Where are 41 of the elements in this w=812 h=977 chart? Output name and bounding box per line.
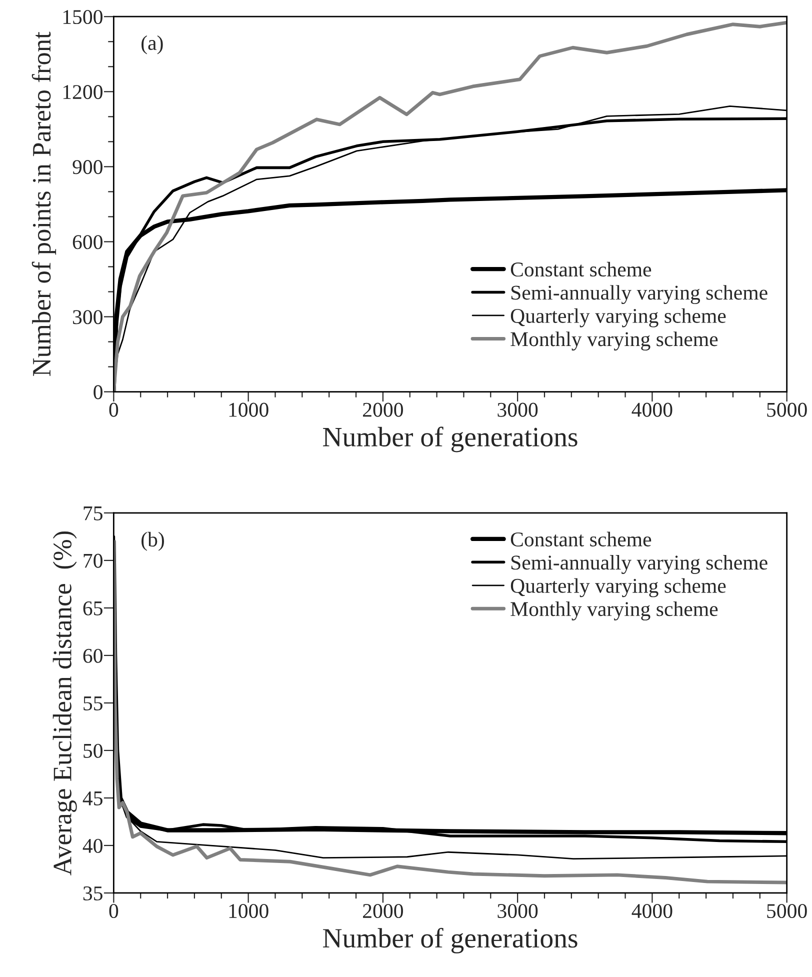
annotation: (b) [142,532,164,551]
x-tick-label: 0 [109,904,118,918]
y-tick-label: 55 [84,696,102,710]
x-tick-label: 3000 [498,402,538,417]
y-tick-label: 300 [73,310,102,324]
y-tick-label: 75 [84,506,102,520]
y-tick-label: 50 [84,744,102,758]
y-tick-label: 0 [94,385,102,400]
x-axis-title: Number of generations [323,426,578,452]
y-axis-title: Average Euclidean distance (%) [52,531,77,876]
x-tick-label: 4000 [632,402,672,417]
y-tick-label: 1200 [63,85,102,100]
y-tick-label: 40 [82,838,102,853]
annotation: (a) [142,35,163,54]
x-tick-label: 3000 [498,904,538,918]
legend-label: Monthly varying scheme [510,332,718,351]
y-tick-label: 35 [83,886,102,900]
x-tick-label: 0 [109,402,118,417]
x-tick-label: 1000 [229,402,268,417]
y-tick-label: 60 [83,648,102,663]
x-tick-label: 5000 [767,402,807,417]
legend-label: Monthly varying scheme [510,601,718,620]
legend-label: Quarterly varying scheme [510,578,726,598]
x-tick-label: 4000 [632,904,672,918]
legend-label: Quarterly varying scheme [510,308,726,328]
y-tick-label: 45 [82,791,102,806]
x-axis-title: Number of generations [323,928,578,954]
x-tick-label: 5000 [767,904,807,918]
y-axis-title: Number of points in Pareto front [32,32,56,376]
legend-label: Constant scheme [510,532,652,546]
x-tick-label: 2000 [363,402,403,417]
y-tick-label: 70 [84,554,102,568]
y-tick-label: 600 [72,235,102,250]
y-tick-label: 1500 [63,10,102,24]
y-tick-label: 900 [72,160,102,174]
legend-label: Semi-annually varying scheme [511,554,768,574]
y-tick-label: 65 [83,601,102,616]
legend-label: Semi-annually varying scheme [511,285,768,304]
legend-label: Constant scheme [510,262,652,277]
x-tick-label: 1000 [229,904,268,918]
x-tick-label: 2000 [363,904,403,918]
